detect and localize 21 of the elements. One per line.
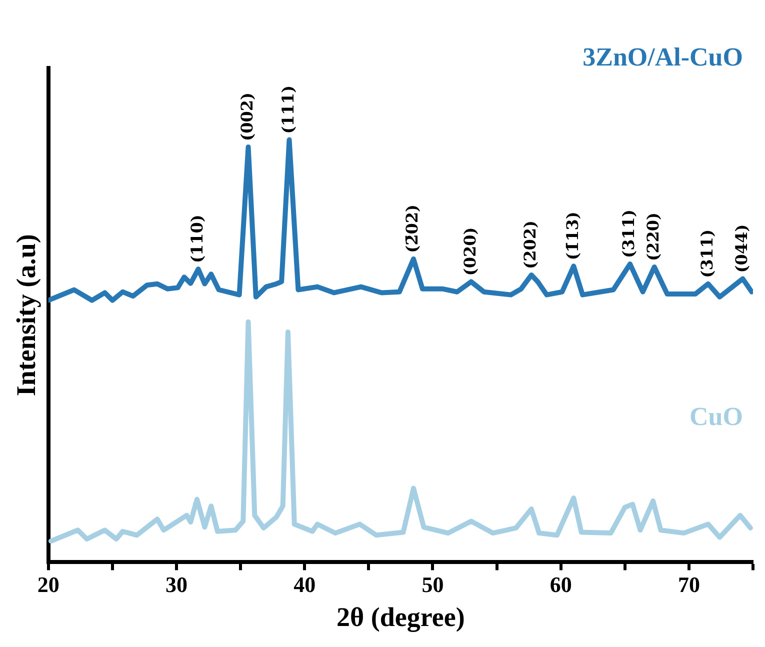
x-tick-label: 40 (294, 572, 316, 598)
annotation: (111) (278, 85, 298, 134)
x-tick-label: 30 (166, 572, 188, 598)
annotation: (2̄02) (402, 204, 422, 253)
y-axis-title: Intensity (a.u) (11, 234, 42, 396)
annotation: (311) (697, 229, 716, 278)
text: CuO (690, 402, 743, 432)
x-tick-label: 50 (422, 572, 444, 598)
x-axis-title: 2θ (degree) (336, 602, 465, 632)
annotation: (110) (187, 214, 206, 264)
annotation: (1̄13) (562, 212, 582, 260)
text: 3ZnO/Al-CuO (582, 42, 743, 72)
annotation: (020) (460, 227, 480, 276)
annotation: (002) (237, 92, 256, 141)
annotation: (311) (619, 209, 638, 258)
x-tick-label: 20 (37, 572, 60, 598)
x-tick-label: 70 (678, 572, 700, 598)
annotation: (202) (520, 220, 540, 269)
annotation: (220) (644, 212, 663, 261)
x-tick-label: 60 (550, 572, 572, 598)
annotation: (044) (732, 224, 751, 273)
